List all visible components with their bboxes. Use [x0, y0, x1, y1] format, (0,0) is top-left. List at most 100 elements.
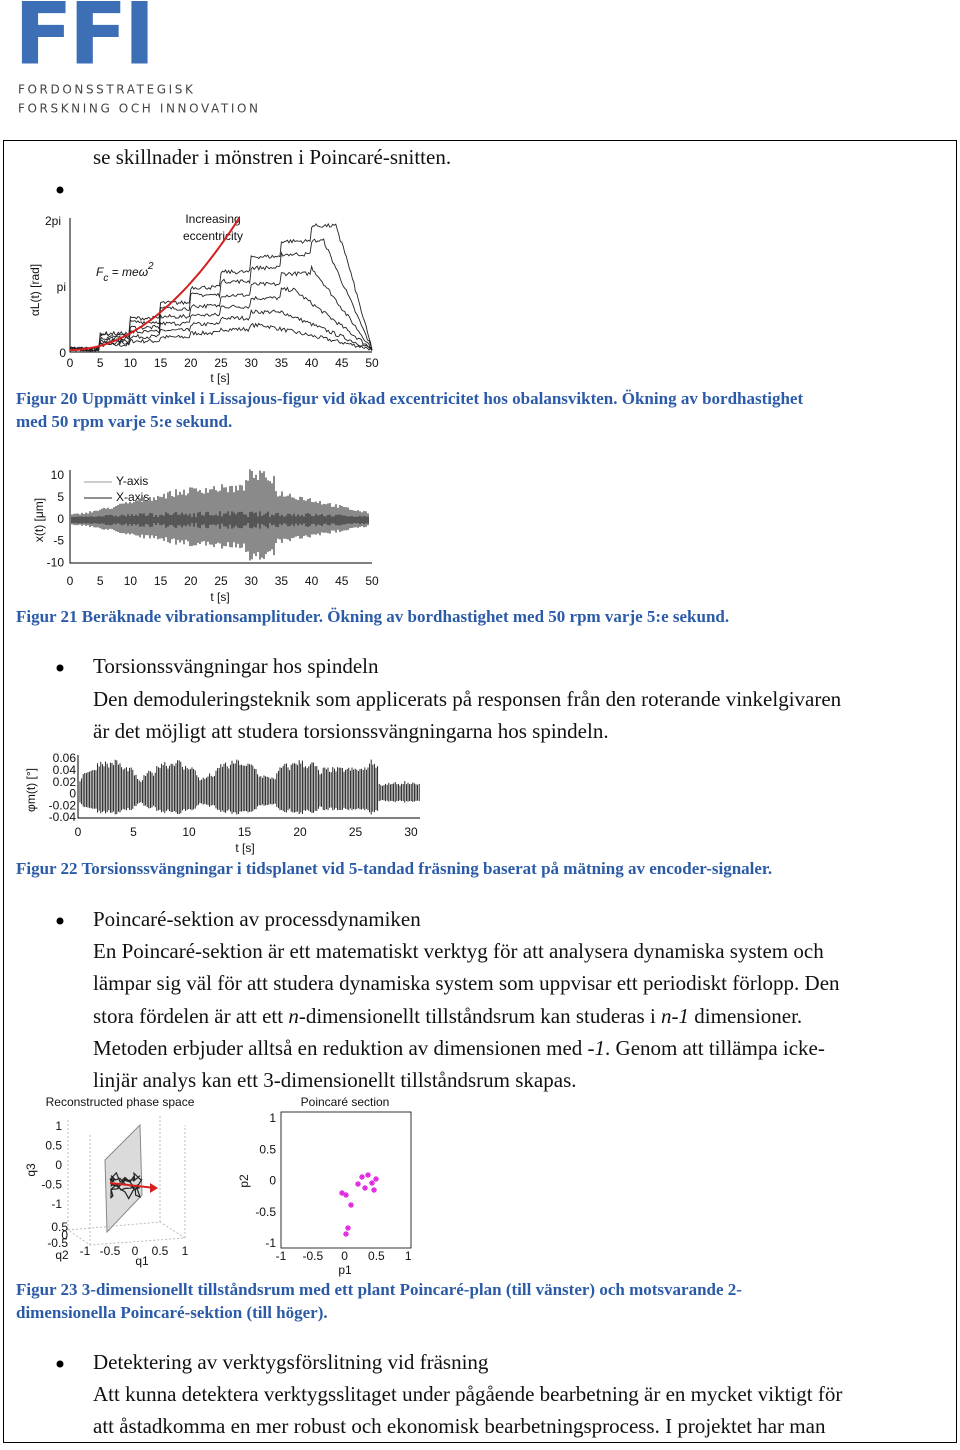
logo-line: FORDONSSTRATEGISK — [18, 83, 195, 97]
paragraph-line: att åstadkomma en mer robust och ekonomi… — [93, 1414, 826, 1438]
formula: Fc = meω2 — [96, 261, 154, 284]
figure: Reconstructed phase space q3 q2 q1 Poinc… — [24, 1095, 412, 1277]
paragraph-line: stora fördelen är att ett n-dimensionell… — [93, 1004, 802, 1028]
axis-label: t [s] — [235, 841, 254, 855]
tick-label: 1 — [269, 1111, 276, 1125]
paragraph-line: Metoden erbjuder alltså en reduktion av … — [93, 1036, 825, 1060]
caption: Figur 21 Beräknade vibrationsamplituder.… — [16, 607, 729, 626]
tick-label: 0 — [69, 787, 76, 801]
bullet — [56, 917, 64, 925]
tick-label: -1 — [265, 1236, 276, 1250]
text: Den demoduleringsteknik som applicerats … — [93, 687, 842, 711]
formula-part: c — [103, 273, 108, 284]
tick-label: -0.5 — [100, 1244, 121, 1258]
curve — [69, 286, 373, 352]
tick-label: 35 — [275, 574, 289, 588]
caption: Figur 20 Uppmätt vinkel i Lissajous-figu… — [16, 389, 803, 408]
tick-label: 5 — [97, 574, 104, 588]
paragraph-line: är det möjligt att studera torsionssväng… — [93, 719, 609, 743]
paragraph-line: Att kunna detektera verktygsslitaget und… — [93, 1382, 842, 1406]
tick-label: 20 — [184, 574, 198, 588]
formula-part: F — [96, 265, 104, 279]
bullet — [56, 664, 64, 672]
formula-part: 2 — [147, 261, 154, 272]
legend-label: Y-axis — [116, 474, 148, 488]
curve — [69, 222, 373, 353]
caption: med 50 rpm varje 5:e sekund. — [16, 412, 232, 431]
logo: FFI — [14, 0, 152, 84]
tick-label: 0 — [269, 1174, 276, 1188]
tick-label: 1 — [405, 1249, 412, 1263]
tick-label: 5 — [97, 356, 104, 370]
tick-label: 0 — [57, 512, 64, 526]
tick-label: -5 — [53, 534, 64, 548]
tick-label: -1 — [51, 1197, 62, 1211]
point — [369, 1180, 375, 1186]
tick-label: 45 — [335, 574, 349, 588]
tick-label: 0.06 — [53, 751, 77, 765]
arrow-head — [150, 1183, 158, 1193]
tick-label: 1 — [55, 1119, 62, 1133]
axis — [69, 218, 372, 353]
curve — [69, 238, 373, 352]
tick-label: 0.04 — [53, 763, 77, 777]
tick-label: 0 — [61, 1228, 68, 1242]
tick-label: 45 — [335, 356, 349, 370]
tick-label: 20 — [184, 356, 198, 370]
tick-label: -0.5 — [302, 1249, 323, 1263]
axis — [77, 755, 420, 819]
tick-label: 25 — [214, 574, 228, 588]
tick-label: 50 — [365, 356, 379, 370]
curve — [69, 322, 373, 352]
tick-label: 30 — [245, 356, 259, 370]
tick-label: 10 — [124, 356, 138, 370]
tick-label: 0 — [341, 1249, 348, 1263]
tick-label: 0.5 — [45, 1139, 62, 1153]
text: . Genom att tillämpa icke- — [605, 1036, 825, 1060]
text: n-1 — [661, 1004, 689, 1028]
tick-label: 40 — [305, 574, 319, 588]
tick-label: 5 — [57, 490, 64, 504]
logo-line: FORSKNING OCH INNOVATION — [18, 102, 261, 116]
caption: Figur 23 3-dimensionellt tillståndsrum m… — [16, 1280, 742, 1299]
tick-label: 15 — [154, 574, 168, 588]
plot-title: Reconstructed phase space — [46, 1095, 195, 1109]
annotation: eccentricity — [183, 229, 243, 243]
section-title: Detektering av verktygsförslitning vid f… — [93, 1350, 489, 1374]
tick-label: -0.5 — [47, 1236, 68, 1250]
text: -dimensionellt tillståndsrum kan studera… — [299, 1004, 661, 1028]
formula-part: = meω — [108, 265, 148, 279]
tick-label: 0.5 — [152, 1244, 169, 1258]
text: är det möjligt att studera torsionssväng… — [93, 719, 609, 743]
axis-label: αL(t) [rad] — [28, 264, 42, 316]
tick-label: 10 — [182, 825, 196, 839]
tick-label: pi — [57, 280, 66, 294]
point — [343, 1192, 349, 1198]
tick-label: 35 — [275, 356, 289, 370]
tick-label: 5 — [130, 825, 137, 839]
tick-label: 0 — [132, 1244, 139, 1258]
axis-label: q3 — [24, 1163, 38, 1177]
axis-label: φm(t) [°] — [24, 768, 38, 812]
plot-title: Poincaré section — [301, 1095, 390, 1109]
tick-label: 0.5 — [259, 1142, 276, 1156]
point — [365, 1172, 371, 1178]
tick-label: 50 — [365, 574, 379, 588]
figure: 2pi pi 0 t [s] αL(t) [rad] Increasing ec… — [28, 212, 379, 385]
point — [373, 1176, 379, 1182]
arrow — [109, 1182, 156, 1189]
section-title: Poincaré-sektion av processdynamiken — [93, 907, 421, 931]
tick-label: 0.5 — [368, 1249, 385, 1263]
axis-label: q2 — [55, 1248, 69, 1262]
legend-label: X-axis — [116, 490, 149, 504]
point — [348, 1202, 354, 1208]
tick-label: 25 — [214, 356, 228, 370]
tick-label: -0.5 — [255, 1205, 276, 1219]
figure: t [s] x(t) [μm] Y-axis X-axis 1050-5-100… — [32, 468, 379, 604]
tick-label: 0 — [67, 574, 74, 588]
axis-label: t [s] — [210, 371, 229, 385]
tick-label: 15 — [154, 356, 168, 370]
tick-label: 2pi — [45, 214, 61, 228]
text: Metoden erbjuder alltså en reduktion av … — [93, 1036, 588, 1060]
